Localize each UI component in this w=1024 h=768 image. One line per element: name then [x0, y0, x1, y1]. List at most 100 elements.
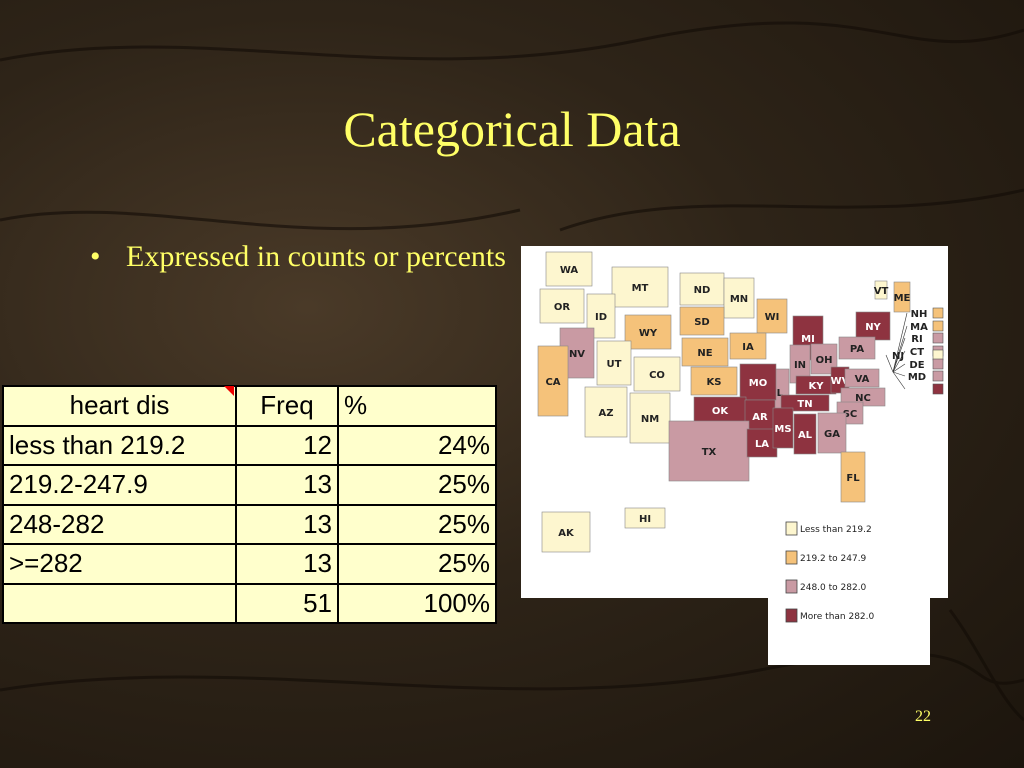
table-cell: 25%: [337, 464, 497, 506]
table-cell: 13: [235, 543, 339, 585]
state-shape: [633, 356, 681, 392]
table-cell: [2, 582, 237, 624]
leader-line: [892, 350, 906, 373]
state-shape: [596, 340, 632, 386]
state-shape: [537, 345, 569, 417]
state-label: CO: [649, 370, 665, 381]
state-label: KY: [809, 381, 825, 392]
comment-marker: [224, 386, 234, 396]
state-label: AK: [558, 528, 575, 539]
state-label: IA: [742, 342, 754, 353]
table-cell: less than 219.2: [2, 424, 237, 466]
table-cell: %: [337, 385, 497, 427]
table-cell: Freq: [235, 385, 339, 427]
state-label: UT: [607, 359, 622, 370]
state-shape: [545, 251, 593, 287]
bullet-text: Expressed in counts or percents: [90, 234, 526, 279]
state-label: CA: [545, 377, 560, 388]
state-label: WY: [639, 328, 658, 339]
state-swatch: [932, 358, 944, 370]
table-row: 219.2-247.9 13 25%: [2, 464, 497, 506]
state-label: AR: [752, 412, 768, 423]
legend-label: 219.2 to 247.9: [800, 554, 867, 564]
table-cell: 25%: [337, 503, 497, 545]
state-shape: [817, 412, 847, 454]
state-label: MO: [749, 378, 767, 389]
table-cell: 51: [235, 582, 339, 624]
legend-label: 248.0 to 282.0: [800, 583, 867, 593]
state-label: RI: [911, 334, 922, 345]
state-label: TN: [797, 399, 812, 410]
state-label: OH: [816, 355, 833, 366]
state-shape: [793, 413, 817, 455]
table-cell: 100%: [337, 582, 497, 624]
state-shape: [729, 332, 767, 360]
state-label: NJ: [892, 351, 904, 362]
legend-swatch: [785, 579, 798, 594]
legend-label: Less than 219.2: [800, 525, 872, 535]
leader-line: [892, 312, 908, 373]
state-label: ND: [694, 285, 711, 296]
state-label: IL: [773, 388, 784, 399]
state-label: MN: [730, 294, 748, 305]
state-shape: [756, 298, 788, 334]
state-label: VA: [855, 374, 870, 385]
state-swatch: [932, 332, 944, 344]
state-label: MD: [908, 372, 926, 383]
state-shape: [739, 363, 777, 401]
state-label: NY: [865, 322, 881, 333]
state-swatch: [932, 383, 944, 395]
state-shape: [624, 314, 672, 350]
state-label: MI: [801, 334, 815, 345]
state-shape: [611, 266, 669, 308]
state-shape: [746, 428, 778, 458]
table-cell: 13: [235, 503, 339, 545]
state-label: HI: [639, 514, 651, 525]
state-label: NC: [855, 393, 871, 404]
state-shape: [541, 511, 591, 553]
state-shape: [838, 336, 876, 360]
state-label: AL: [798, 430, 813, 441]
state-label: KS: [707, 377, 722, 388]
state-swatch: [932, 349, 944, 361]
table-cell: >=282: [2, 543, 237, 585]
state-label: NV: [569, 349, 585, 360]
leader-line: [892, 363, 906, 373]
state-label: AZ: [599, 408, 614, 419]
state-shape: [629, 392, 671, 444]
state-label: ID: [595, 312, 607, 323]
state-shape: [693, 396, 747, 424]
state-label: LA: [755, 439, 769, 450]
state-label: WA: [560, 265, 579, 276]
slide-title: Categorical Data: [343, 101, 681, 157]
state-label: GA: [824, 429, 840, 440]
state-shape: [668, 420, 750, 482]
state-shape: [679, 272, 725, 306]
state-shape: [844, 368, 880, 388]
table-cell: heart dis: [2, 385, 237, 427]
table-row: 51 100%: [2, 582, 497, 624]
table-cell: 13: [235, 464, 339, 506]
leader-line: [892, 371, 906, 377]
state-shape: [840, 451, 866, 503]
legend-swatch: [785, 521, 798, 536]
table-cell: 12: [235, 424, 339, 466]
state-shape: [893, 281, 911, 313]
table-row: less than 219.2 12 24%: [2, 424, 497, 466]
table-cell: 219.2-247.9: [2, 464, 237, 506]
state-label: MS: [774, 424, 791, 435]
page-number: 22: [915, 708, 931, 725]
state-label: VT: [874, 286, 889, 297]
state-label: DE: [909, 360, 924, 371]
state-label: PA: [850, 344, 864, 355]
state-swatch: [932, 307, 944, 319]
state-label: WI: [765, 312, 780, 323]
table-cell: 248-282: [2, 503, 237, 545]
state-label: NH: [911, 309, 928, 320]
state-shape: [539, 288, 585, 324]
state-label: SD: [694, 317, 710, 328]
legend-swatch: [785, 608, 798, 623]
